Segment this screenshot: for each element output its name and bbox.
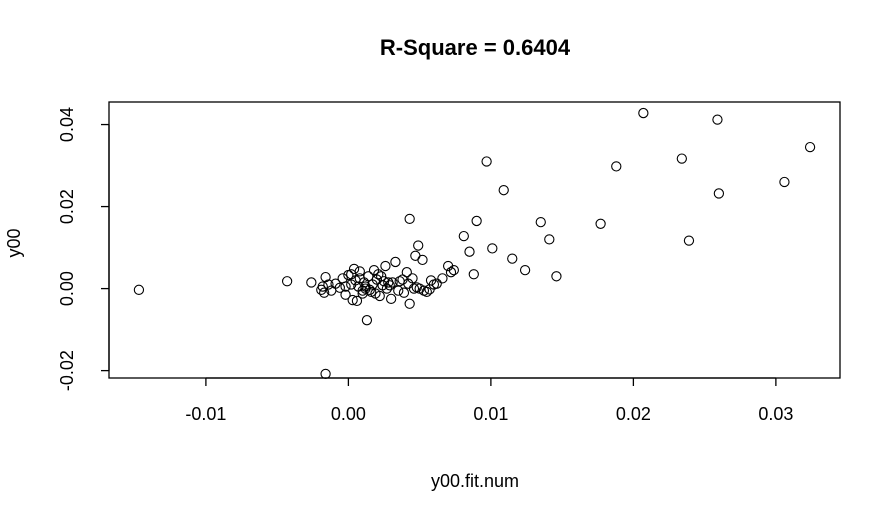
data-point — [320, 368, 331, 380]
data-point — [340, 289, 351, 300]
data-point — [390, 256, 401, 268]
data-point — [779, 176, 790, 188]
data-point — [418, 285, 430, 296]
y-axis-label: y00 — [4, 228, 24, 257]
data-point — [358, 277, 370, 288]
y-tick-label: 0.00 — [57, 271, 77, 306]
data-point — [361, 315, 373, 326]
data-point — [383, 277, 394, 288]
data-point — [364, 284, 375, 295]
data-point — [319, 287, 330, 298]
data-point — [323, 279, 334, 290]
data-point — [385, 293, 397, 304]
data-point — [481, 156, 492, 167]
x-tick-label: 0.03 — [758, 404, 793, 424]
data-point — [404, 298, 415, 309]
data-point — [347, 294, 358, 306]
chart-title: R-Square = 0.6404 — [380, 35, 571, 60]
data-point — [464, 246, 475, 257]
data-point — [437, 273, 448, 284]
x-tick-label: 0.00 — [331, 404, 366, 424]
y-axis: -0.02 0.00 0.02 0.04 — [57, 107, 110, 391]
y-tick-label: 0.02 — [57, 189, 77, 224]
data-point — [380, 260, 391, 272]
data-point — [370, 288, 381, 299]
data-point — [281, 276, 293, 287]
data-point — [498, 185, 509, 196]
data-point — [346, 269, 357, 280]
x-axis-label: y00.fit.num — [431, 471, 519, 491]
data-points — [133, 107, 816, 380]
data-point — [306, 277, 317, 288]
data-point — [393, 285, 404, 296]
y-tick-label: 0.04 — [57, 107, 77, 142]
data-point — [445, 267, 457, 278]
data-point — [317, 281, 328, 292]
plot-frame — [108, 101, 841, 379]
data-point — [398, 287, 410, 298]
x-tick-label: 0.01 — [473, 404, 508, 424]
data-point — [351, 295, 363, 307]
data-point — [683, 235, 695, 246]
data-point — [133, 284, 145, 295]
data-point — [381, 283, 393, 294]
data-point — [676, 153, 687, 164]
data-point — [413, 240, 424, 251]
data-point — [507, 253, 518, 264]
data-point — [595, 218, 606, 229]
data-point — [410, 250, 421, 261]
data-point — [360, 283, 371, 294]
data-point — [424, 284, 435, 295]
data-point — [348, 263, 360, 275]
data-point — [804, 141, 816, 153]
y-tick-label: -0.02 — [57, 350, 77, 391]
data-point — [404, 213, 415, 225]
data-point — [397, 274, 408, 285]
data-point — [340, 281, 351, 292]
data-point — [373, 269, 384, 280]
data-point — [471, 215, 482, 227]
data-point — [712, 114, 723, 125]
data-point — [487, 243, 498, 254]
data-point — [544, 234, 555, 245]
data-point — [320, 271, 331, 283]
data-point — [448, 264, 459, 276]
data-point — [378, 276, 390, 287]
x-tick-label: 0.02 — [616, 404, 651, 424]
data-point — [411, 282, 422, 293]
data-point — [376, 271, 387, 282]
data-point — [334, 282, 345, 293]
plot-box — [108, 101, 841, 379]
data-point — [611, 161, 622, 172]
x-axis: -0.01 0.00 0.01 0.02 0.03 — [185, 377, 793, 424]
data-point — [713, 188, 725, 199]
data-point — [519, 264, 531, 276]
data-point — [535, 217, 546, 228]
data-point — [638, 107, 649, 119]
data-point — [468, 269, 479, 280]
data-point — [417, 254, 428, 266]
data-point — [458, 230, 469, 242]
x-tick-label: -0.01 — [185, 404, 226, 424]
data-point — [551, 271, 562, 282]
